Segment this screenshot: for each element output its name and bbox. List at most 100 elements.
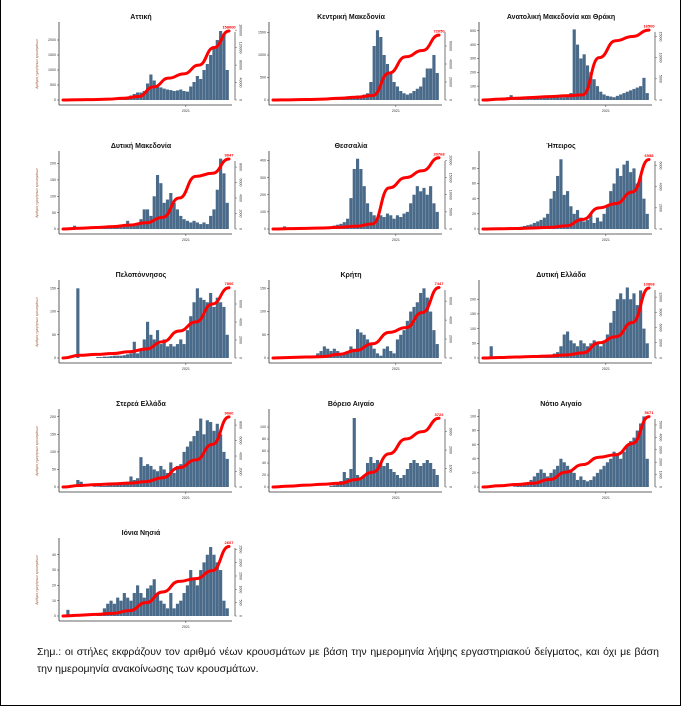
daily-cases-bar [435, 211, 439, 229]
daily-cases-bar [379, 215, 383, 229]
y2-tick-label: 1000 [659, 471, 663, 479]
daily-cases-bar [109, 600, 113, 616]
y-tick-label: 500 [50, 83, 56, 87]
daily-cases-bar [392, 472, 396, 487]
daily-cases-bar [122, 593, 126, 616]
daily-cases-bar [605, 334, 609, 358]
daily-cases-bar [375, 460, 380, 487]
daily-cases-bar [566, 191, 570, 229]
y2-tick-label: 6000 [239, 300, 243, 308]
y2-tick-label: 2000 [239, 336, 243, 344]
daily-cases-bar [382, 348, 386, 358]
daily-cases-bar [556, 175, 560, 229]
daily-cases-bar [412, 194, 416, 229]
chart-title: Κεντρική Μακεδονία [317, 14, 386, 21]
y-tick-label: 10 [52, 599, 56, 603]
y2-tick-label: 3000 [659, 446, 663, 454]
daily-cases-bar [96, 486, 100, 487]
y-tick-label: 60 [262, 449, 266, 453]
daily-cases-bar [595, 343, 600, 358]
x-tick-label: 2021 [392, 109, 400, 113]
daily-cases-bar [362, 186, 366, 229]
y-tick-label: 20 [262, 473, 266, 477]
daily-cases-bar [192, 220, 196, 229]
daily-cases-bar [516, 485, 520, 487]
chart-panel: Νότιο Αιγαίο2021020406080100010002000300… [470, 401, 663, 500]
daily-cases-bar [592, 79, 596, 100]
daily-cases-bar [382, 217, 386, 229]
y2-tick-label: 4000 [659, 433, 663, 441]
x-tick-label: 2021 [182, 496, 190, 500]
daily-cases-bar [512, 486, 517, 487]
daily-cases-bar [632, 437, 636, 487]
daily-cases-bar [599, 469, 603, 487]
daily-cases-bar [346, 218, 350, 229]
y2-tick-label: 15000 [659, 31, 663, 41]
y-tick-label: 100 [50, 194, 56, 198]
daily-cases-bar [342, 352, 346, 358]
y2-tick-label: 2000 [239, 468, 243, 476]
y2-tick-label: 4000 [239, 452, 243, 460]
daily-cases-bar [185, 220, 189, 229]
daily-cases-bar [602, 94, 606, 100]
daily-cases-bar [415, 463, 419, 487]
y-tick-label: 500 [260, 76, 266, 80]
daily-cases-bar [99, 485, 103, 487]
daily-cases-bar [599, 91, 603, 100]
daily-cases-bar [185, 585, 189, 616]
daily-cases-bar [522, 484, 526, 487]
cumulative-cases-line [271, 156, 441, 231]
daily-cases-bar [175, 465, 180, 487]
daily-cases-bar [102, 485, 106, 487]
daily-cases-bar [169, 90, 173, 100]
daily-cases-bar [612, 451, 616, 487]
daily-cases-bar [399, 217, 403, 229]
daily-cases-bar [372, 348, 376, 358]
chart-title: Ιόνια Νησιά [122, 530, 161, 537]
y-tick-label: 1500 [258, 31, 266, 35]
x-tick-label: 2021 [392, 238, 400, 242]
y-tick-label: 200 [470, 297, 476, 301]
y2-tick-label: 2000 [449, 446, 453, 454]
daily-cases-bar [639, 175, 643, 229]
y-tick-label: 0 [54, 356, 56, 360]
daily-cases-bar [635, 305, 639, 358]
chart-panel: Στερεά Ελλάδα 2021 0 50 100 150 200 Αριθμός ημε… [35, 400, 243, 500]
y2-tick-label: 2000 [239, 210, 243, 218]
daily-cases-bar [599, 221, 603, 229]
y-tick-label: 40 [472, 457, 476, 461]
daily-cases-bar [566, 331, 570, 358]
daily-cases-bar [222, 306, 226, 358]
daily-cases-bar [522, 99, 526, 100]
daily-cases-bar [119, 484, 123, 487]
daily-cases-bar [409, 93, 413, 100]
daily-cases-bar [102, 608, 106, 616]
daily-cases-bar [106, 603, 110, 616]
y2-tick-label: 2000 [659, 458, 663, 466]
cumulative-cases-line [481, 158, 651, 231]
daily-cases-bar [162, 88, 166, 100]
daily-cases-bar [189, 570, 193, 616]
daily-cases-bar [539, 97, 543, 100]
daily-cases-bar [415, 186, 419, 229]
y-tick-label: 0 [474, 356, 476, 360]
daily-cases-bar [395, 339, 399, 358]
daily-cases-bar [612, 310, 616, 358]
daily-cases-bar [179, 339, 183, 358]
daily-cases-bar [182, 344, 186, 358]
daily-cases-bar [152, 80, 156, 100]
daily-cases-bar [112, 485, 116, 487]
chart-title: Βόρειο Αιγαίο [328, 401, 374, 408]
daily-cases-bar [595, 86, 600, 100]
y-tick-label: 200 [50, 415, 56, 419]
x-tick-label: 2021 [392, 496, 400, 500]
daily-cases-bar [225, 334, 229, 358]
daily-cases-bar [349, 469, 353, 487]
daily-cases-bar [599, 346, 603, 358]
y2-tick-label: 1000 [239, 585, 243, 593]
daily-cases-bar [92, 486, 97, 487]
daily-cases-bar [372, 463, 376, 487]
daily-cases-bar [96, 357, 100, 358]
daily-cases-bar [619, 458, 623, 487]
y-tick-label: 300 [470, 57, 476, 61]
